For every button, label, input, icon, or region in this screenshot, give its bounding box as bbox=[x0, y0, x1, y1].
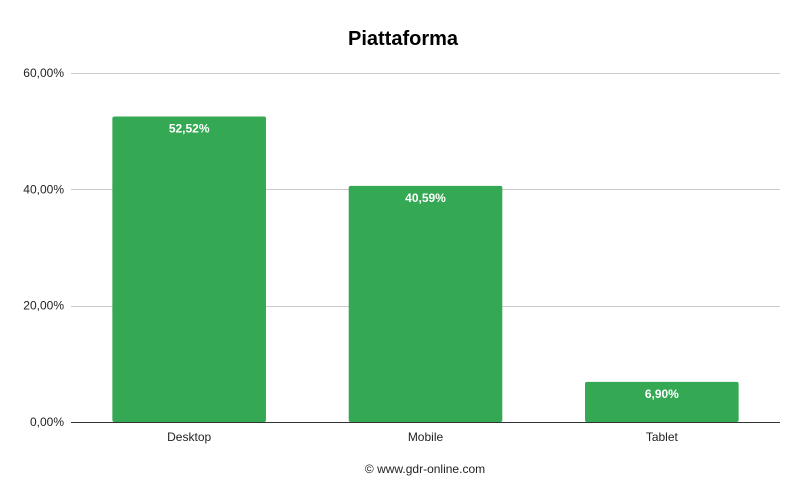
bar-data-label: 52,52% bbox=[169, 122, 210, 136]
bar-data-label: 40,59% bbox=[405, 191, 446, 205]
x-tick-label: Tablet bbox=[646, 430, 679, 444]
y-tick-label: 60,00% bbox=[23, 66, 64, 80]
x-tick-label: Mobile bbox=[408, 430, 444, 444]
copyright-footer: © www.gdr-online.com bbox=[365, 462, 485, 476]
bar-data-label: 6,90% bbox=[645, 387, 679, 401]
y-tick-label: 40,00% bbox=[23, 182, 64, 196]
bar bbox=[585, 381, 739, 422]
chart-title: Piattaforma bbox=[348, 28, 459, 50]
x-tick-label: Desktop bbox=[167, 430, 211, 444]
y-axis-ticks: 0,00% 20,00% 40,00% 60,00% bbox=[23, 66, 64, 429]
bars: 52,52% 40,59% 6,90% bbox=[112, 116, 739, 422]
bar bbox=[112, 116, 266, 422]
x-axis-ticks: Desktop Mobile Tablet bbox=[167, 430, 678, 444]
y-tick-label: 20,00% bbox=[23, 299, 64, 313]
bar bbox=[348, 185, 503, 422]
y-tick-label: 0,00% bbox=[30, 415, 64, 429]
